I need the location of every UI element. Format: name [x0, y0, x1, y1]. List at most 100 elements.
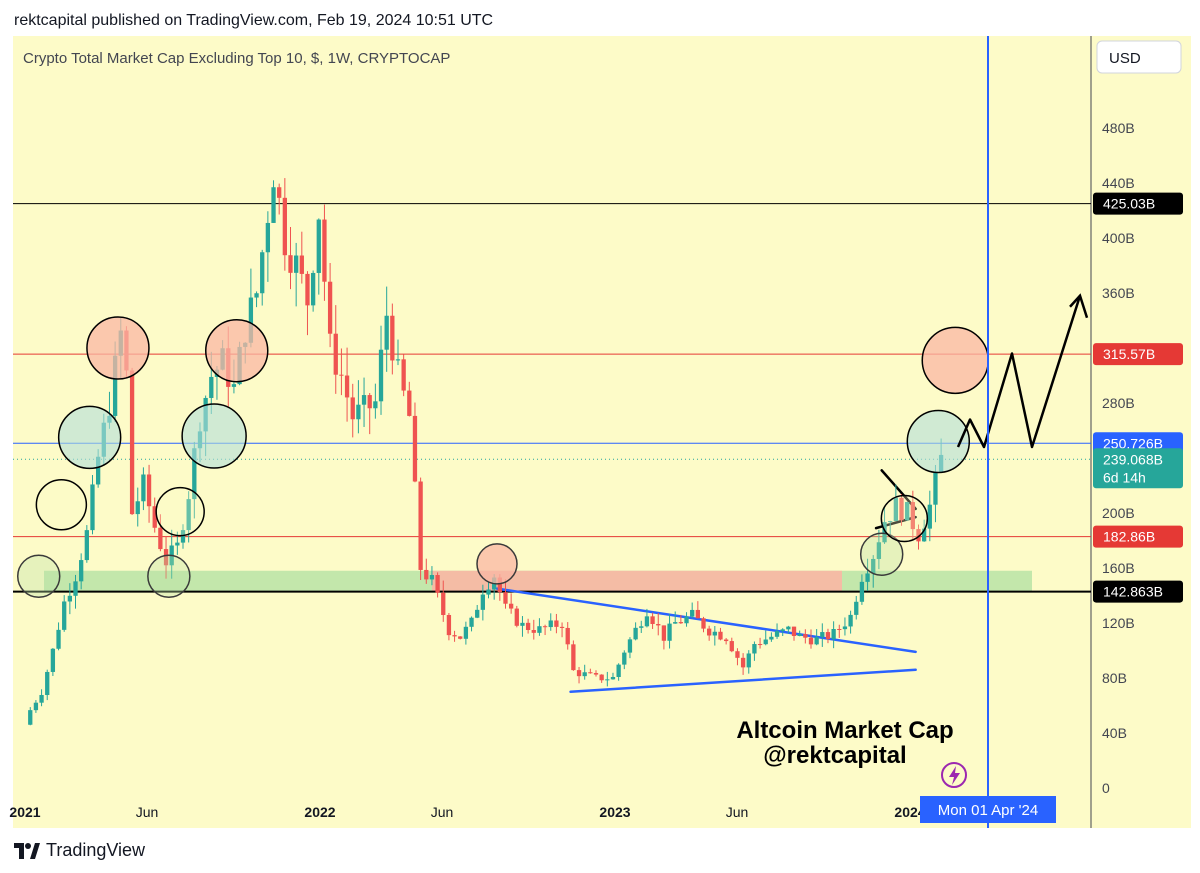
- marker-circle: [205, 319, 269, 383]
- candle-body: [299, 255, 304, 274]
- marker-circle: [57, 405, 122, 470]
- candle-body: [339, 374, 344, 376]
- y-tick-label: 80B: [1102, 670, 1127, 686]
- candle: [571, 640, 576, 671]
- candle-body: [458, 636, 463, 639]
- candle-body: [73, 581, 78, 596]
- candle-body: [480, 594, 486, 610]
- candle-body: [265, 222, 271, 253]
- candle-body: [746, 653, 751, 668]
- candle: [882, 506, 887, 544]
- candle-body: [84, 530, 89, 561]
- candle-body: [905, 502, 910, 521]
- candle-body: [56, 629, 61, 649]
- candle: [831, 621, 836, 649]
- marker-circle: [880, 494, 929, 543]
- candle-body: [605, 679, 610, 681]
- candle-body: [650, 616, 655, 625]
- candle: [401, 354, 406, 397]
- y-tick-label: 160B: [1102, 560, 1135, 576]
- candle-body: [599, 674, 604, 681]
- candle: [690, 602, 695, 619]
- candle: [825, 628, 831, 644]
- candle: [701, 616, 706, 633]
- candle: [327, 262, 333, 348]
- candle-body: [152, 506, 157, 528]
- x-axis-ticks: 2021 Jun 2022 Jun 2023 Jun 2024: [9, 804, 925, 820]
- candle: [418, 477, 423, 580]
- candle: [820, 623, 825, 647]
- tradingview-logo-icon: [14, 842, 40, 859]
- candle-body: [690, 609, 695, 617]
- candle-body: [610, 676, 616, 680]
- y-tick-label: 440B: [1102, 175, 1135, 191]
- cursor-date-label: Mon 01 Apr '24: [938, 802, 1038, 819]
- level-tag-label: 182.86B: [1103, 529, 1155, 545]
- candle: [33, 700, 39, 713]
- candle: [588, 668, 593, 674]
- publish-header: rektcapital published on TradingView.com…: [14, 12, 493, 30]
- candle-body: [418, 481, 423, 570]
- candle: [871, 555, 876, 588]
- candle-body: [701, 618, 706, 629]
- candle: [622, 650, 627, 670]
- candle: [865, 558, 870, 591]
- candle-body: [565, 627, 570, 645]
- candle-body: [729, 641, 734, 652]
- candle: [769, 632, 774, 642]
- candle-body: [231, 384, 237, 387]
- tradingview-logo[interactable]: TradingView: [14, 840, 145, 861]
- candle-body: [384, 315, 389, 350]
- marker-circle: [147, 554, 191, 598]
- candle: [152, 497, 157, 533]
- candle: [905, 501, 910, 521]
- candle-body: [146, 474, 152, 507]
- currency-button[interactable]: USD: [1096, 40, 1182, 74]
- candle: [339, 348, 344, 396]
- chart-title: Crypto Total Market Cap Excluding Top 10…: [23, 50, 450, 67]
- candle-body: [67, 595, 73, 602]
- level-tag-label: 315.57B: [1103, 346, 1155, 362]
- candle: [441, 580, 446, 622]
- candle: [582, 664, 587, 680]
- candle: [254, 291, 259, 308]
- candle: [537, 618, 542, 636]
- candle-body: [514, 608, 519, 626]
- candle: [718, 627, 723, 641]
- candle-body: [723, 639, 729, 642]
- candle: [480, 584, 486, 621]
- candle-body: [842, 626, 848, 630]
- candle-body: [656, 624, 661, 626]
- candle-body: [622, 652, 627, 665]
- candle: [525, 618, 531, 634]
- candle: [39, 689, 44, 707]
- candle-body: [644, 616, 650, 627]
- price-scale-background: [1091, 36, 1191, 828]
- candle: [854, 595, 859, 620]
- candle-body: [254, 293, 259, 298]
- candle: [842, 617, 848, 636]
- candle: [673, 611, 678, 624]
- candle-body: [718, 631, 723, 640]
- candle: [554, 613, 559, 634]
- candle: [271, 180, 276, 223]
- candle-body: [910, 502, 915, 530]
- level-tag-label: 142.863B: [1103, 584, 1163, 600]
- candle-body: [831, 628, 836, 640]
- candle: [780, 628, 785, 637]
- candle: [361, 377, 367, 427]
- candle: [146, 464, 152, 523]
- candle-body: [757, 644, 763, 646]
- candle: [395, 339, 401, 366]
- x-tick-label: 2022: [304, 804, 335, 820]
- lightning-icon[interactable]: [941, 762, 967, 788]
- candle: [695, 601, 700, 619]
- candle: [723, 637, 729, 645]
- candle-body: [79, 560, 84, 582]
- candle-body: [424, 569, 429, 580]
- candle-body: [429, 575, 435, 580]
- candle: [299, 231, 304, 284]
- candle-body: [344, 375, 350, 398]
- candle: [333, 305, 338, 394]
